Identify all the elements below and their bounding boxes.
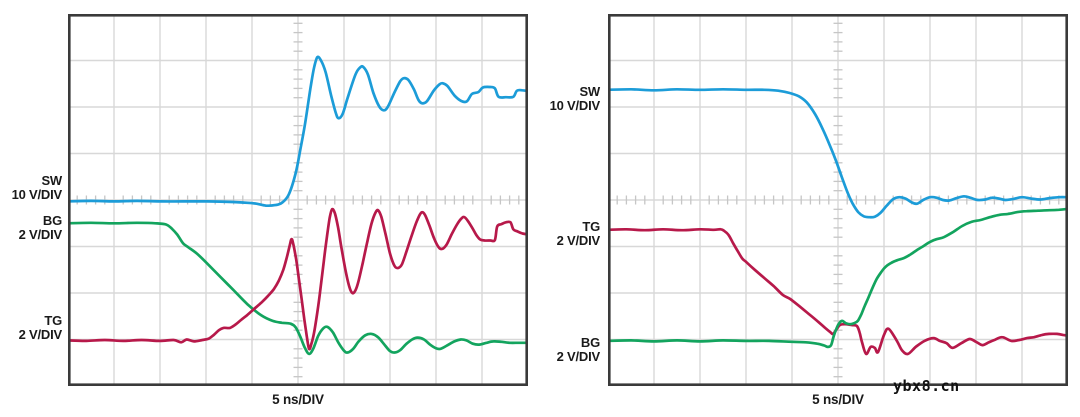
trace-name: SW — [41, 173, 62, 188]
graticule-minor-ticks — [76, 22, 520, 378]
trace-name: BG — [42, 213, 62, 228]
right-sw-trace-label: SW 10 V/DIV — [0, 84, 601, 113]
right-tg-trace-label: TG 2 V/DIV — [0, 219, 601, 248]
graticule-minor-ticks — [616, 22, 1060, 378]
left-bg-trace-label: BG 2 V/DIV — [0, 213, 63, 242]
trace-scale: 2 V/DIV — [556, 349, 601, 364]
left-sw-trace-label: SW 10 V/DIV — [0, 173, 63, 202]
trace-name: BG — [580, 335, 600, 350]
watermark-text: ybx8.cn — [893, 377, 960, 395]
left-tg-trace-label: TG 2 V/DIV — [0, 313, 63, 342]
sw-trace — [68, 55, 528, 208]
tg-trace — [68, 207, 528, 351]
bg-trace — [608, 207, 1068, 349]
left-scope-plot — [68, 14, 528, 386]
trace-scale: 2 V/DIV — [18, 227, 63, 242]
trace-scale: 2 V/DIV — [18, 327, 63, 342]
trace-scale: 10 V/DIV — [549, 98, 601, 113]
bg-trace — [68, 221, 528, 356]
left-xaxis-label: 5 ns/DIV — [272, 392, 324, 407]
trace-name: SW — [579, 84, 600, 99]
trace-name: TG — [44, 313, 62, 328]
trace-scale: 2 V/DIV — [556, 233, 601, 248]
right-bg-trace-label: BG 2 V/DIV — [0, 335, 601, 364]
sw-trace — [608, 87, 1068, 219]
trace-scale: 10 V/DIV — [11, 187, 63, 202]
graticule-grid — [608, 14, 1068, 386]
graticule-border — [608, 14, 1068, 386]
tg-trace — [608, 227, 1068, 356]
graticule-border — [68, 14, 528, 386]
graticule-grid — [68, 14, 528, 386]
right-scope-plot — [608, 14, 1068, 386]
right-xaxis-label: 5 ns/DIV — [812, 392, 864, 407]
trace-name: TG — [582, 219, 600, 234]
